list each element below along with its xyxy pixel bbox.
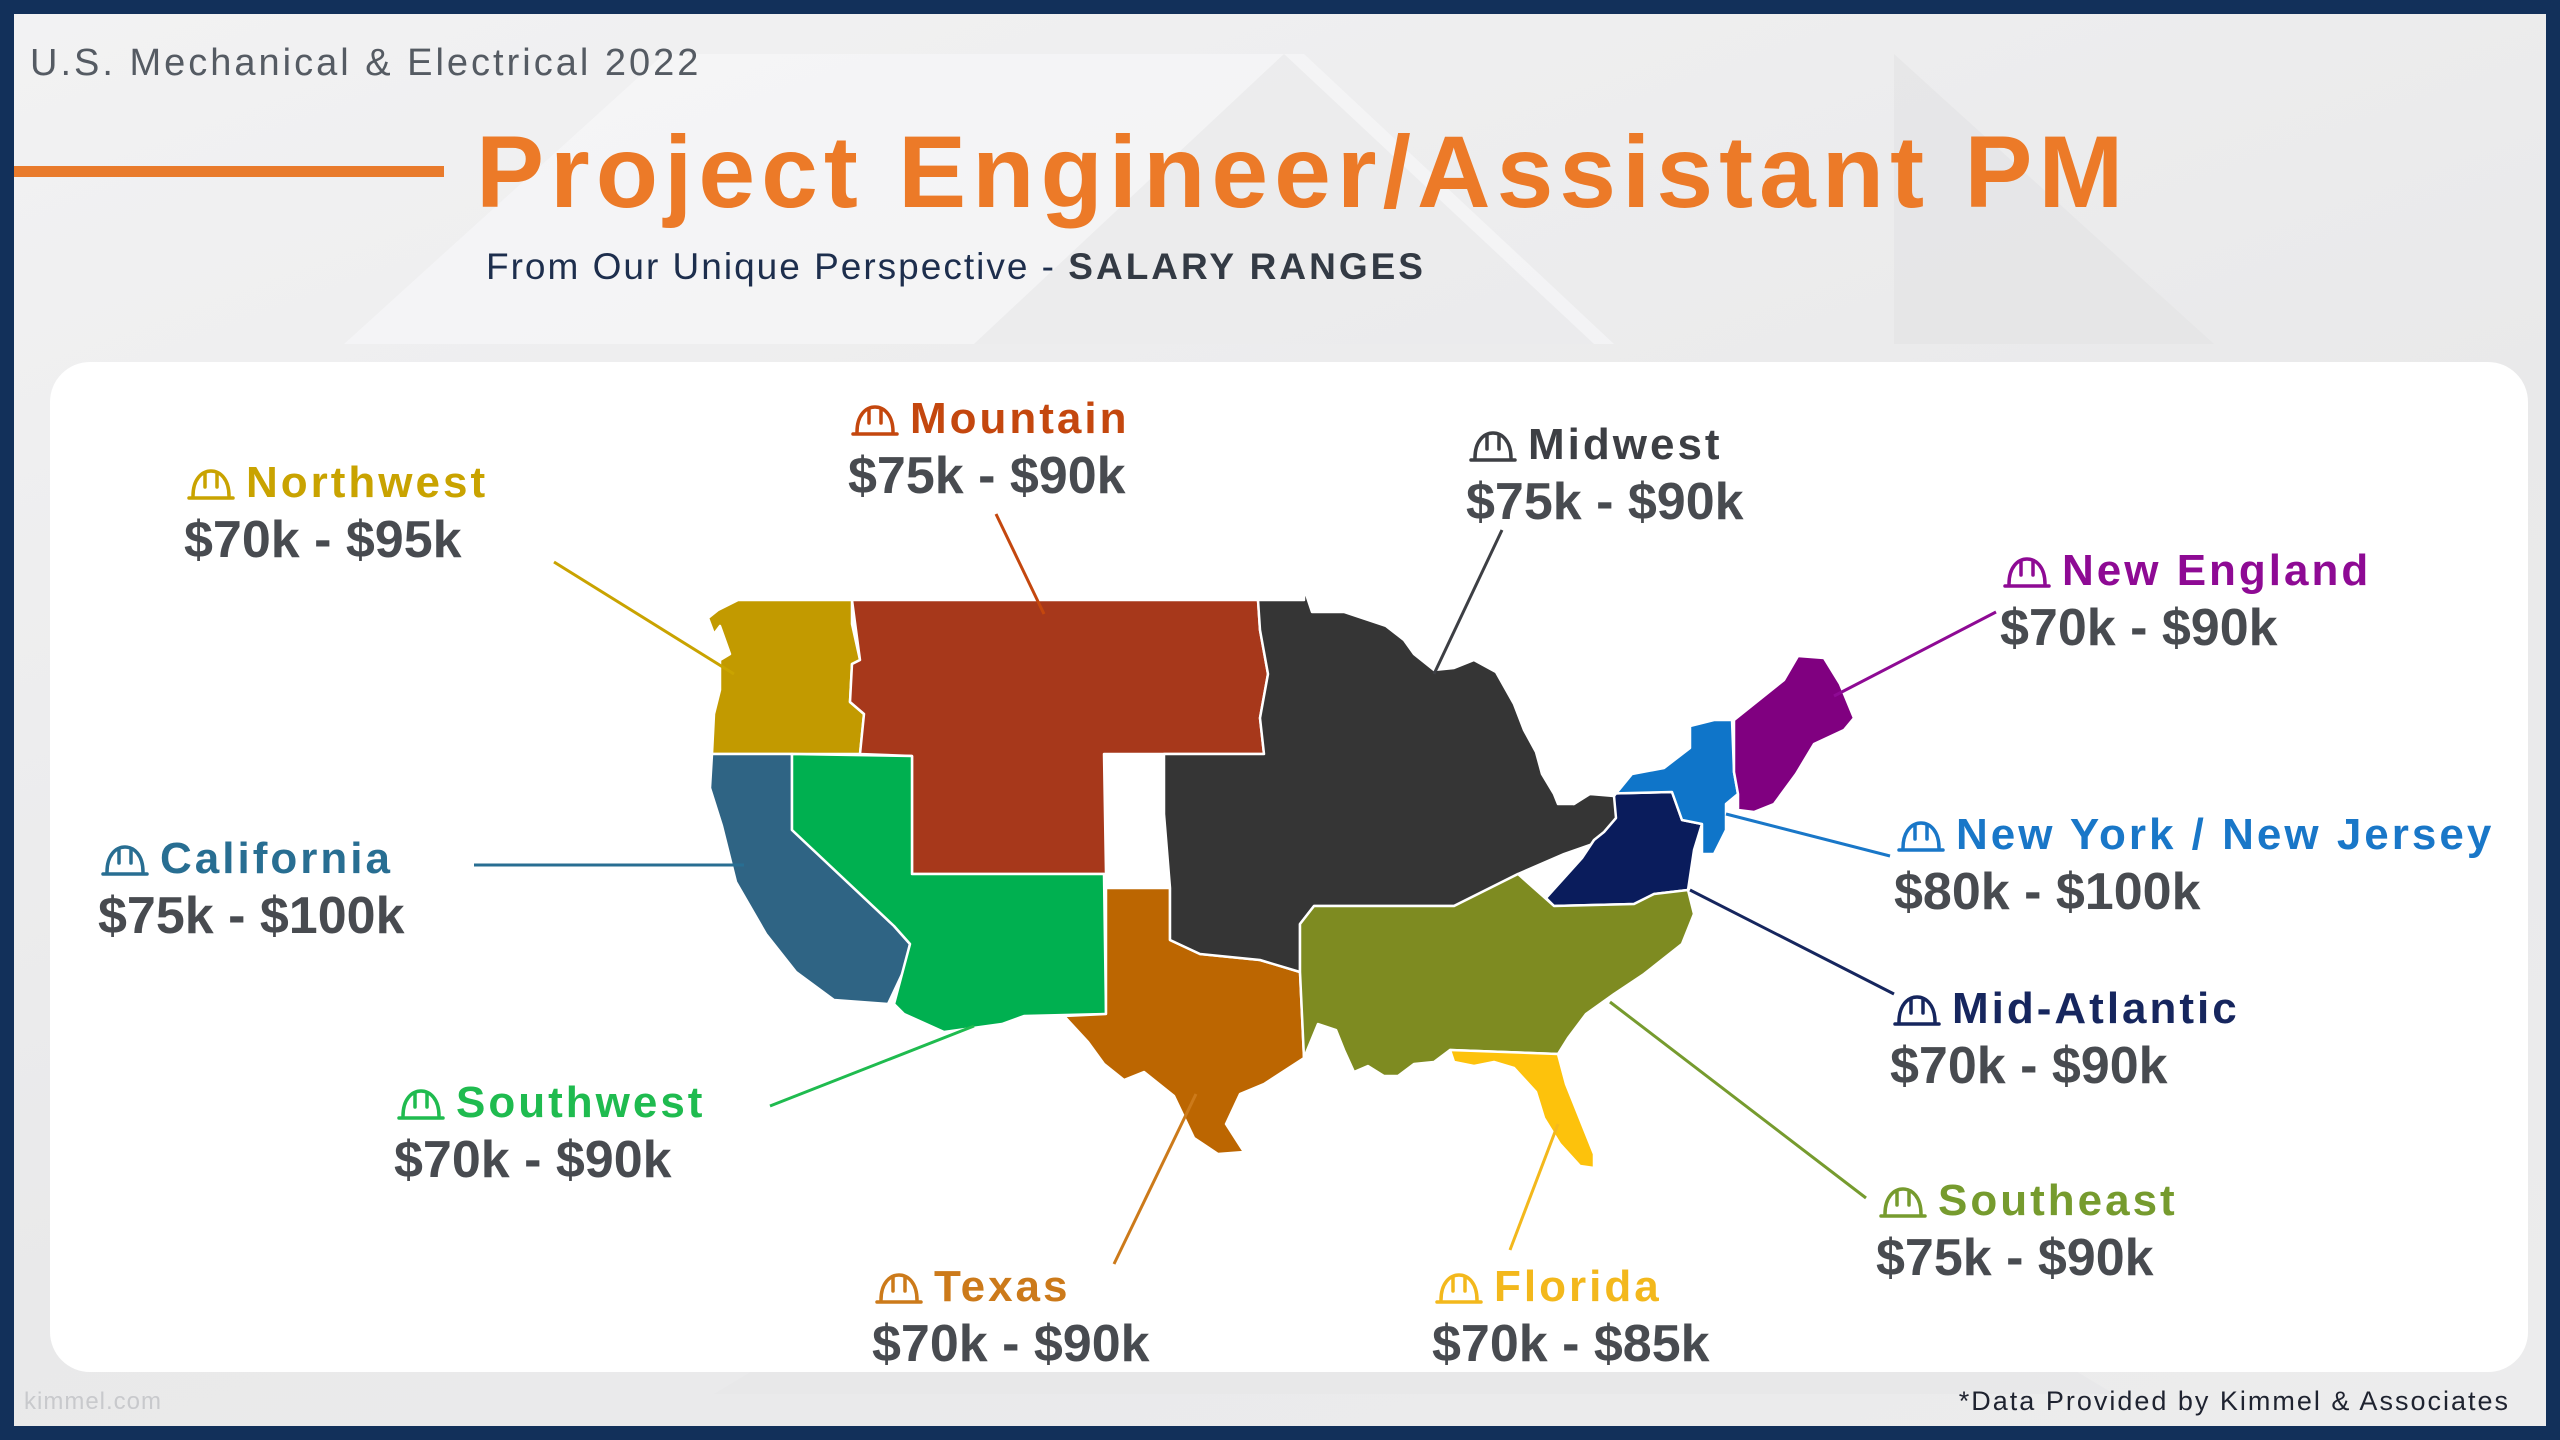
region-label-mid-atlantic: Mid-Atlantic $70k - $90k bbox=[1890, 984, 2240, 1096]
region-name-text: Northwest bbox=[246, 458, 489, 507]
salary-range-text: $75k - $90k bbox=[1466, 473, 1744, 531]
salary-range-text: $75k - $90k bbox=[848, 447, 1126, 505]
hard-hat-icon bbox=[101, 845, 149, 876]
hard-hat-icon bbox=[851, 405, 899, 436]
region-shape-florida bbox=[1448, 1048, 1596, 1170]
region-name-text: Midwest bbox=[1528, 420, 1723, 469]
salary-range-text: $70k - $90k bbox=[872, 1315, 1150, 1373]
region-label-california: California $75k - $100k bbox=[98, 834, 405, 946]
footer-site: kimmel.com bbox=[24, 1388, 163, 1415]
region-name-text: New England bbox=[2062, 546, 2372, 595]
leader-line-northwest bbox=[553, 560, 735, 676]
region-label-midwest: Midwest $75k - $90k bbox=[1466, 420, 1744, 532]
region-name-text: Southeast bbox=[1938, 1176, 2178, 1225]
leader-line-southwest bbox=[769, 1024, 975, 1108]
hard-hat-icon bbox=[1879, 1187, 1927, 1218]
hard-hat-icon bbox=[1897, 821, 1945, 852]
salary-range-text: $70k - $90k bbox=[1890, 1037, 2168, 1095]
region-label-mountain: Mountain $75k - $90k bbox=[848, 394, 1130, 506]
subtitle-emphasis: SALARY RANGES bbox=[1068, 246, 1426, 287]
hard-hat-icon bbox=[397, 1089, 445, 1120]
footer-source-note: *Data Provided by Kimmel & Associates bbox=[1958, 1386, 2510, 1416]
hard-hat-icon bbox=[2003, 557, 2051, 588]
salary-range-text: $80k - $100k bbox=[1894, 863, 2201, 921]
hard-hat-icon bbox=[875, 1273, 923, 1304]
leader-line-midwest bbox=[1432, 529, 1504, 675]
title-accent-bar bbox=[14, 166, 444, 177]
leader-line-new-york-new-jersey bbox=[1725, 812, 1891, 858]
region-name-text: Florida bbox=[1494, 1262, 1662, 1311]
page-title: Project Engineer/Assistant PM bbox=[476, 115, 2130, 229]
page-subtitle: From Our Unique Perspective - SALARY RAN… bbox=[486, 246, 1426, 288]
region-name-text: Southwest bbox=[456, 1078, 706, 1127]
region-label-florida: Florida $70k - $85k bbox=[1432, 1262, 1710, 1374]
region-name-text: New York / New Jersey bbox=[1956, 810, 2495, 859]
region-name-text: Texas bbox=[934, 1262, 1071, 1311]
region-shape-new-england bbox=[1732, 654, 1856, 814]
us-region-map bbox=[474, 513, 1997, 1265]
region-label-northwest: Northwest $70k - $95k bbox=[184, 458, 488, 570]
leader-line-mountain bbox=[994, 513, 1046, 615]
region-name-text: Mountain bbox=[910, 394, 1130, 443]
region-shape-northwest bbox=[706, 598, 866, 756]
salary-range-text: $75k - $90k bbox=[1876, 1229, 2154, 1287]
region-label-texas: Texas $70k - $90k bbox=[872, 1262, 1150, 1374]
hard-hat-icon bbox=[1435, 1273, 1483, 1304]
leader-line-mid-atlantic bbox=[1689, 888, 1895, 996]
leader-line-new-england bbox=[1833, 610, 1997, 698]
subtitle-prefix: From Our Unique Perspective - bbox=[486, 246, 1057, 287]
region-label-new-england: New England $70k - $90k bbox=[2000, 546, 2371, 658]
region-name-text: California bbox=[160, 834, 393, 883]
region-shape-new-york-new-jersey bbox=[1588, 718, 1740, 856]
leader-lines bbox=[474, 513, 1997, 1265]
region-label-southwest: Southwest $70k - $90k bbox=[394, 1078, 705, 1190]
region-name-text: Mid-Atlantic bbox=[1952, 984, 2240, 1033]
salary-range-text: $70k - $90k bbox=[394, 1131, 672, 1189]
salary-range-text: $70k - $85k bbox=[1432, 1315, 1710, 1373]
leader-line-texas bbox=[1112, 1093, 1198, 1265]
infographic-frame: U.S. Mechanical & Electrical 2022 Projec… bbox=[14, 14, 2546, 1426]
region-label-new-york-new-jersey: New York / New Jersey $80k - $100k bbox=[1894, 810, 2494, 922]
leader-line-florida bbox=[1508, 1123, 1560, 1251]
salary-range-text: $75k - $100k bbox=[98, 887, 405, 945]
report-topline: U.S. Mechanical & Electrical 2022 bbox=[30, 42, 702, 84]
hard-hat-icon bbox=[1893, 995, 1941, 1026]
leader-line-southeast bbox=[1609, 1000, 1867, 1200]
hard-hat-icon bbox=[1469, 431, 1517, 462]
salary-range-text: $70k - $90k bbox=[2000, 599, 2278, 657]
salary-range-text: $70k - $95k bbox=[184, 511, 462, 569]
region-label-southeast: Southeast $75k - $90k bbox=[1876, 1176, 2178, 1288]
hard-hat-icon bbox=[187, 469, 235, 500]
